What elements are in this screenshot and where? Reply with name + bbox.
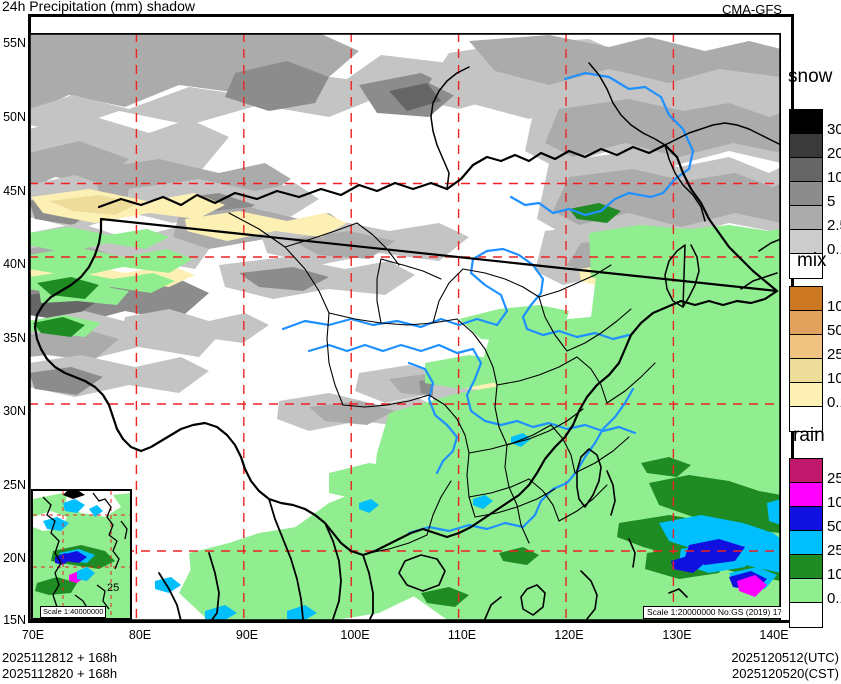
legend-snow-label-10: 10: [827, 169, 841, 186]
x-tick-100E: 100E: [340, 628, 370, 642]
x-tick-70E: 70E: [21, 628, 45, 642]
legend-snow-swatch-0: [790, 110, 822, 134]
legend-rain-swatch-1: [790, 483, 822, 507]
legend-snow-swatch-5: [790, 230, 822, 254]
footer-init-time-cst: 2025112820 + 168h: [2, 666, 118, 681]
legend-rain-swatch-3: [790, 531, 822, 555]
x-tick-130E: 130E: [662, 628, 692, 642]
legend-rain-swatches: [789, 458, 823, 628]
legend-rain-swatch-5: [790, 579, 822, 603]
legend-snow-label-2.5: 2.5: [827, 217, 841, 234]
legend-rain-label-250: 250: [827, 470, 841, 487]
legend-snow-swatches: [789, 109, 823, 279]
inset-map-graphic: 25: [33, 491, 130, 618]
inset-map[interactable]: 25: [31, 489, 132, 620]
legend-mix-swatch-3: [790, 359, 822, 383]
x-tick-110E: 110E: [447, 628, 477, 642]
y-tick-20N: 20N: [3, 551, 26, 565]
legend-snow-swatch-1: [790, 134, 822, 158]
map-graphic: [29, 33, 781, 621]
legend-snow-swatch-2: [790, 158, 822, 182]
legend-rain-label-0.1: 0.1: [827, 590, 841, 607]
legend-mix-label-100: 100: [827, 298, 841, 315]
x-tick-140E: 140E: [759, 628, 789, 642]
map-scale-label: Scale 1:20000000 No:GS (2019) 1786: [643, 606, 781, 619]
legend-rain-swatch-6: [790, 603, 822, 627]
model-label: CMA-GFS: [722, 2, 782, 17]
y-tick-35N: 35N: [3, 331, 26, 345]
legend-rain-label-25: 25: [827, 542, 841, 559]
legend-rain-swatch-4: [790, 555, 822, 579]
legend-snow-swatch-4: [790, 206, 822, 230]
rain-shading: [29, 203, 781, 621]
legend-rain-label-10: 10: [827, 566, 841, 583]
footer-init-time-utc: 2025112812 + 168h: [2, 650, 118, 665]
map-canvas[interactable]: 25 Scale 1:40000000 Scale 1:20000000 No:…: [29, 33, 781, 621]
legend-snow-label-20: 20: [827, 145, 841, 162]
inset-scale-label: Scale 1:40000000: [40, 606, 107, 618]
legend-mix-label-50: 50: [827, 322, 841, 339]
legend-mix-swatches: [789, 286, 823, 432]
y-tick-30N: 30N: [3, 404, 26, 418]
x-tick-120E: 120E: [554, 628, 584, 642]
legend-snow-label-30: 30: [827, 121, 841, 138]
legend-mix-label-10: 10: [827, 370, 841, 387]
y-tick-55N: 55N: [3, 36, 26, 50]
legend-rain-title: rain: [793, 425, 825, 446]
y-tick-25N: 25N: [3, 478, 26, 492]
y-tick-50N: 50N: [3, 110, 26, 124]
legend-mix-label-0.1: 0.1: [827, 394, 841, 411]
svg-text:25: 25: [107, 582, 119, 594]
lat-lon-grid: [29, 33, 781, 621]
y-tick-15N: 15N: [3, 613, 26, 627]
legend-snow-label-5: 5: [827, 193, 836, 210]
legend-mix-swatch-4: [790, 383, 822, 407]
legend-mix-title: mix: [797, 250, 827, 271]
legend-rain-label-100: 100: [827, 494, 841, 511]
footer-valid-time-utc: 2025120512(UTC): [731, 650, 839, 665]
x-tick-80E: 80E: [128, 628, 152, 642]
legend-mix-swatch-2: [790, 335, 822, 359]
legend-snow-title: snow: [788, 66, 833, 87]
x-tick-90E: 90E: [235, 628, 259, 642]
y-tick-45N: 45N: [3, 184, 26, 198]
legend-snow-label-0.1: 0.1: [827, 241, 841, 258]
legend-rain-swatch-0: [790, 459, 822, 483]
legend-mix-label-25: 25: [827, 346, 841, 363]
legend-mix-swatch-0: [790, 287, 822, 311]
page-title: 24h Precipitation (mm) shadow: [2, 0, 195, 14]
legend-rain-label-50: 50: [827, 518, 841, 535]
footer-valid-time-cst: 2025120520(CST): [732, 666, 839, 681]
legend-mix-swatch-5: [790, 407, 822, 431]
boundary-lines: [33, 62, 781, 621]
legend-snow-swatch-3: [790, 182, 822, 206]
y-tick-40N: 40N: [3, 257, 26, 271]
legend-mix-swatch-1: [790, 311, 822, 335]
legend-snow-swatch-6: [790, 254, 822, 278]
legend-rain-swatch-2: [790, 507, 822, 531]
river-lines: [281, 71, 695, 535]
